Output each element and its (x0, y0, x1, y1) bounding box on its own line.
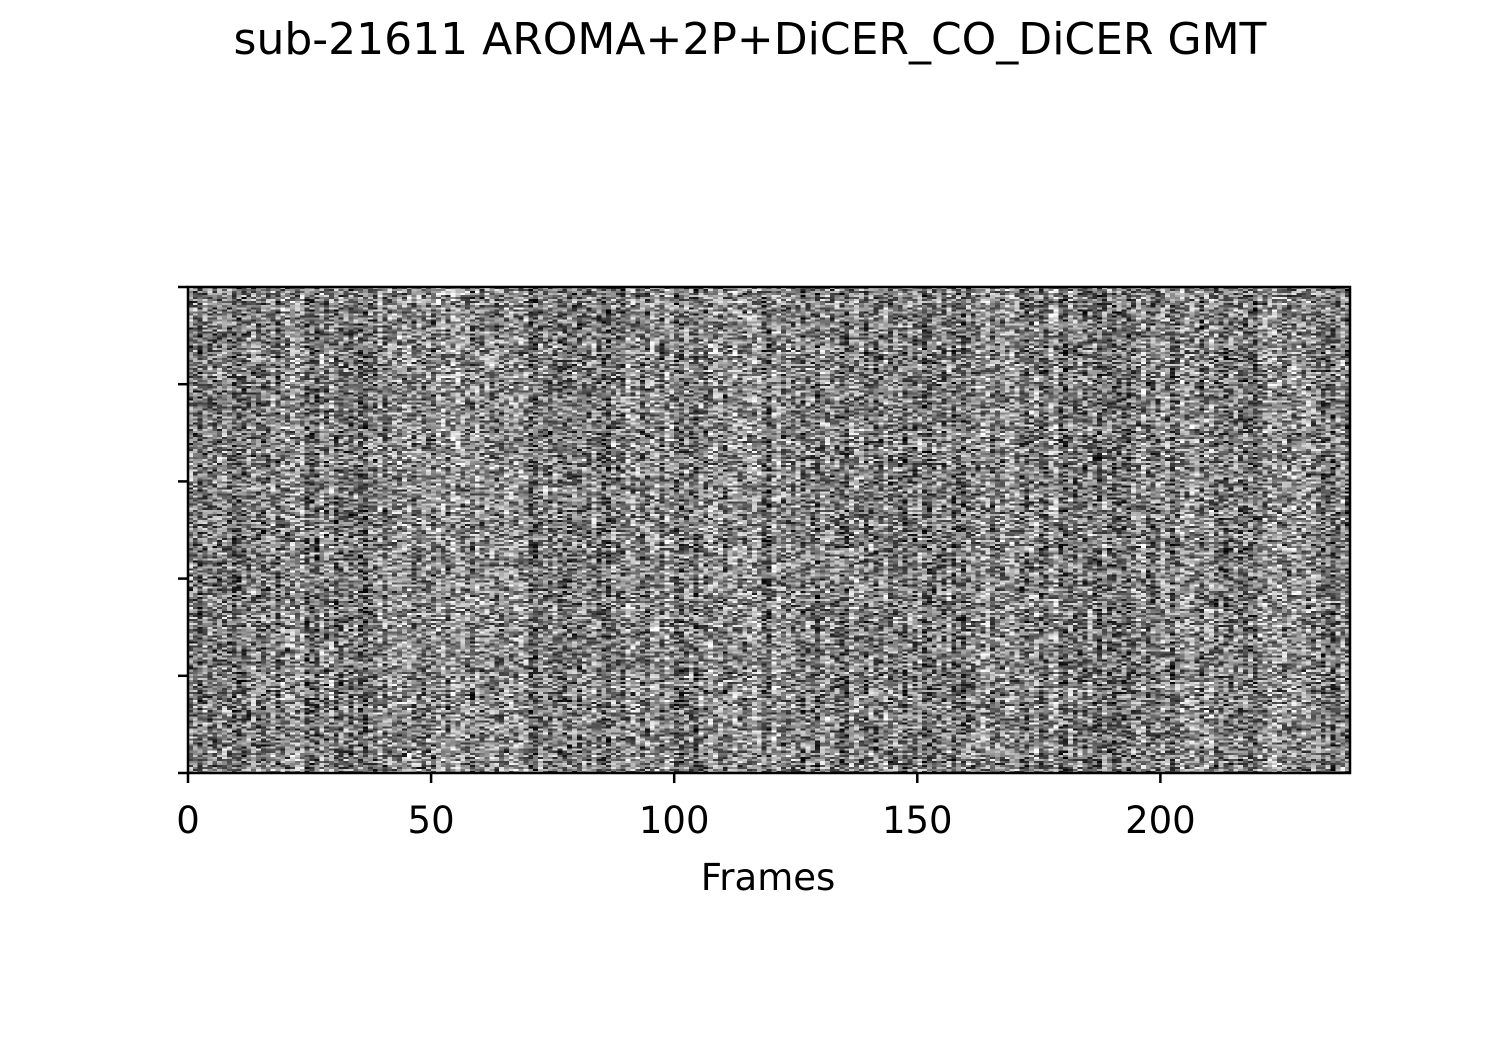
x-ticks (186, 773, 1162, 783)
x-tick-label: 100 (638, 799, 710, 842)
x-tick-label: 150 (881, 799, 953, 842)
chart-title: sub-21611 AROMA+2P+DiCER_CO_DiCER GMT (233, 14, 1267, 65)
x-tick-label: 50 (407, 799, 455, 842)
axes-frame (186, 285, 1352, 775)
x-axis-label: Frames (700, 856, 836, 899)
x-tick-label: 0 (176, 799, 200, 842)
heatmap-image (188, 287, 1350, 773)
y-ticks (178, 285, 188, 775)
x-tick-label: 200 (1125, 799, 1196, 842)
